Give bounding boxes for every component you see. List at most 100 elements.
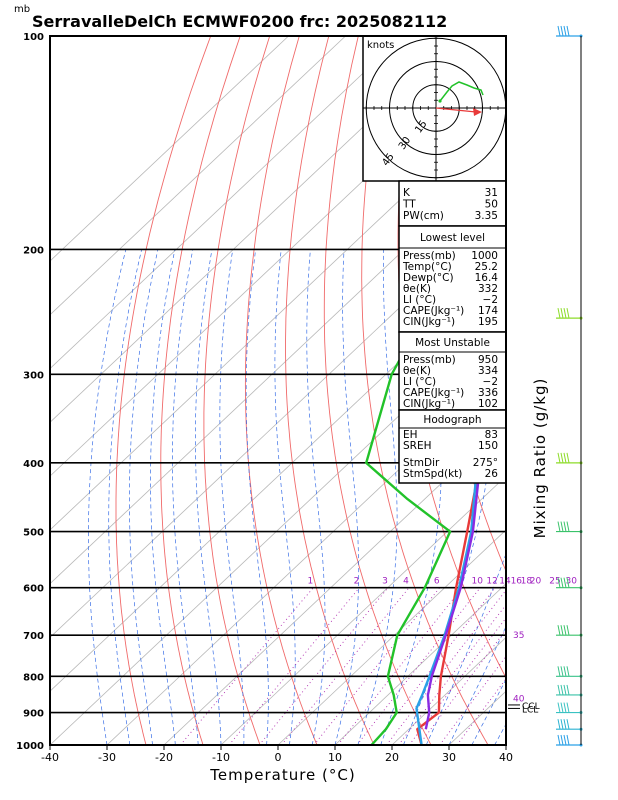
stat-key: SREH — [403, 440, 432, 452]
stat-value: −2 — [483, 376, 498, 388]
stat-value: 150 — [478, 440, 498, 452]
dry-adiabat-line — [361, 36, 489, 745]
stat-key: TT — [402, 199, 416, 211]
mixing-ratio-label: 20 — [530, 577, 542, 587]
wind-barb-feather — [557, 702, 561, 713]
wind-barb-feather — [563, 719, 567, 730]
isotherm-line — [50, 36, 289, 262]
wind-barb-feather — [560, 308, 564, 319]
mixing-ratio-line — [418, 629, 506, 745]
wind-barb-feather — [557, 521, 561, 532]
wind-barb-feather — [557, 719, 561, 730]
isotherm-line — [50, 260, 506, 692]
mixing-ratio-label: 2 — [354, 577, 360, 587]
stat-key: CAPE(Jkg⁻¹) — [403, 305, 464, 317]
pressure-tick-label: 400 — [23, 459, 44, 470]
storm-motion-arrowhead — [473, 108, 482, 116]
moist-adiabat-line — [357, 249, 398, 745]
level-mark-label: CCL — [522, 702, 540, 712]
moist-adiabat-line — [150, 249, 176, 745]
wind-barb-feather — [557, 666, 561, 677]
stats-panel: K 31 TT 50 PW(cm) 3.35 Lowest level Press(mb) 10… — [398, 180, 507, 484]
wind-barb-feather — [566, 666, 570, 677]
isotherm-line — [50, 152, 506, 585]
wind-barbs — [556, 25, 583, 747]
wind-barb-feather — [560, 734, 564, 746]
stat-value: 25.2 — [475, 261, 498, 273]
wind-barb — [556, 521, 583, 534]
stat-value: 102 — [478, 398, 498, 410]
hodograph-unit: knots — [367, 40, 394, 51]
mixing-ratio-label: 4 — [403, 577, 409, 587]
stat-key: PW(cm) — [403, 210, 444, 222]
pressure-tick-label: 700 — [23, 631, 44, 642]
wind-barb-feather — [566, 452, 570, 463]
isotherm-line — [50, 36, 346, 316]
stat-value: 334 — [478, 365, 498, 377]
wind-barb-feather — [560, 702, 564, 713]
wind-barb-feather — [566, 625, 570, 636]
pressure-tick-label: 200 — [23, 245, 44, 256]
mixing-ratio-line — [439, 655, 506, 745]
wind-barb-feather — [563, 452, 567, 463]
wind-barb — [556, 625, 583, 637]
wind-barb-feather — [563, 702, 567, 713]
wind-barb-feather — [560, 577, 564, 588]
stat-key: LI (°C) — [403, 294, 436, 306]
mixing-ratio-label: 6 — [434, 577, 440, 587]
stat-value: −2 — [483, 294, 498, 306]
pressure-tick-label: 600 — [23, 584, 44, 595]
wind-barb — [556, 25, 583, 38]
temperature-tick-label: -40 — [41, 751, 59, 764]
moist-adiabat-line — [108, 249, 143, 745]
dry-adiabat-line — [244, 36, 318, 745]
stat-value: 174 — [478, 305, 498, 317]
wind-barb — [556, 734, 583, 747]
wind-barb-feather — [557, 734, 561, 746]
stat-value: 275° — [473, 457, 498, 469]
level-mark-label: LCL — [522, 705, 538, 715]
pressure-tick-label: 500 — [23, 528, 44, 539]
mixing-ratio-label: 12 — [486, 577, 497, 587]
wind-barb-feather — [566, 308, 570, 319]
wind-barb-feather — [563, 308, 567, 319]
wind-barb-feather — [566, 702, 570, 713]
mixing-ratio-label: 25 — [549, 577, 560, 587]
wind-barb-feather — [566, 734, 570, 746]
wind-barb-feather — [563, 666, 567, 677]
stat-section-title: Lowest level — [420, 232, 485, 244]
stat-key: CAPE(Jkg⁻¹) — [403, 387, 464, 399]
temperature-profile-line — [416, 284, 506, 745]
wind-barb-feather — [563, 625, 567, 636]
stat-key: θe(K) — [403, 365, 431, 377]
mixing-ratio-line — [408, 617, 506, 745]
wind-barb — [556, 684, 583, 697]
mixing-ratio-label: 1 — [307, 577, 313, 587]
dry-adiabat-line — [323, 36, 432, 745]
moist-adiabat-line — [219, 249, 245, 745]
stat-value: 3.35 — [475, 210, 498, 222]
temperature-tick-label: 20 — [385, 751, 399, 764]
unit-mb-label: mb — [14, 4, 30, 15]
wind-barb-feather — [563, 25, 567, 37]
stat-key: StmSpd(kt) — [403, 468, 462, 480]
background-grid — [50, 36, 506, 745]
hodograph-trace — [439, 81, 484, 102]
wind-barb-feather — [560, 521, 564, 532]
wind-barb-feather — [563, 734, 567, 746]
stats-lowest-level-box — [398, 225, 507, 333]
moist-adiabat-line — [274, 249, 296, 745]
dry-adiabat-line — [203, 36, 271, 745]
wind-barb-feather — [557, 25, 561, 37]
wind-barb-feather — [560, 666, 564, 677]
stat-value: 50 — [485, 199, 498, 211]
temperature-tick-label: 10 — [328, 751, 342, 764]
stat-value: 195 — [478, 316, 498, 328]
hodograph-ring — [389, 61, 483, 155]
pressure-tick-label: 300 — [23, 370, 44, 381]
wind-barb-feather — [557, 577, 561, 588]
stat-key: θe(K) — [403, 283, 431, 295]
stat-key: Dewp(°C) — [403, 272, 454, 284]
